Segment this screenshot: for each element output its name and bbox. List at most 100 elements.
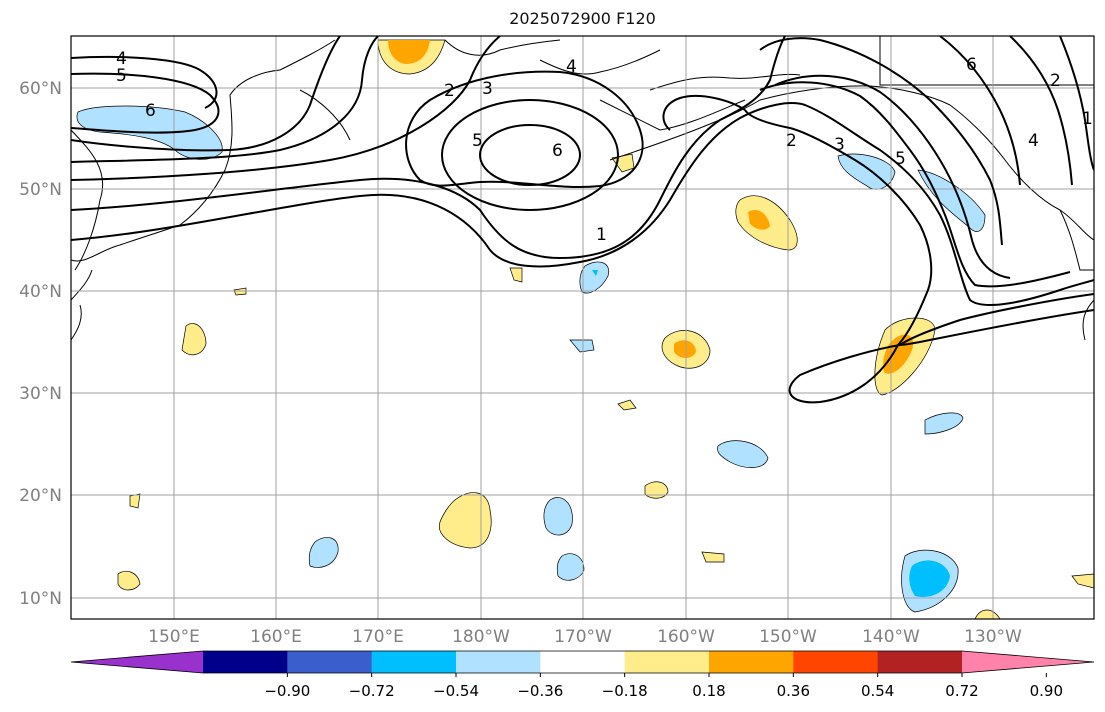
negative-anomaly-area — [579, 261, 610, 294]
contour-line — [899, 293, 1094, 346]
colorbar-tick-label: −0.72 — [349, 682, 395, 700]
contour-label: 1 — [1082, 109, 1093, 129]
strong-negative-anomaly-area — [592, 270, 598, 276]
negative-anomaly-area — [308, 537, 339, 568]
contour-label: 3 — [834, 135, 845, 155]
contour-line — [71, 36, 501, 181]
strong-positive-anomaly-area — [674, 340, 696, 358]
lon-label: 170°E — [352, 627, 404, 647]
lat-label: 30°N — [19, 384, 62, 404]
colorbar-tick-label: 0.36 — [777, 682, 810, 700]
negative-anomaly-area — [917, 169, 986, 232]
contour-line — [939, 36, 1021, 186]
colorbar: −0.90 −0.72 −0.54 −0.36 −0.18 0.18 0.36 0.54 0.7… — [70, 650, 1095, 700]
contour-line — [441, 99, 619, 211]
lon-label: 140°W — [862, 627, 920, 647]
negative-anomaly-area — [543, 497, 573, 536]
lon-label: 130°W — [964, 627, 1022, 647]
negative-anomaly-area — [556, 553, 585, 581]
colorbar-segment — [624, 651, 710, 673]
positive-anomaly-area — [1071, 573, 1094, 589]
contour-label: 3 — [482, 79, 493, 99]
negative-anomaly-area — [569, 339, 595, 353]
lat-label: 60°N — [19, 79, 62, 99]
colorbar-tick-label: −0.54 — [433, 682, 479, 700]
colorbar-segment — [877, 651, 963, 673]
contour-line — [71, 55, 218, 109]
positive-anomaly-area — [438, 492, 492, 549]
contour-line — [405, 70, 644, 188]
positive-anomaly-area — [181, 323, 207, 356]
colorbar-outline — [70, 650, 1095, 674]
contour-label: 6 — [552, 141, 563, 161]
latitude-labels: 60°N 50°N 40°N 30°N 20°N 10°N — [19, 79, 62, 609]
colorbar-segment — [793, 651, 879, 673]
contour-line — [71, 72, 220, 134]
contour-label: 4 — [116, 49, 127, 69]
colorbar-segment — [540, 651, 626, 673]
contour-line — [662, 94, 746, 131]
colorbar-tick-label: 0.90 — [1030, 682, 1063, 700]
strong-positive-anomaly-area — [748, 209, 770, 230]
colorbar-segment — [287, 651, 373, 673]
strong-negative-anomaly-area — [909, 560, 950, 598]
contour-label: 4 — [566, 57, 577, 77]
contour-line — [1009, 36, 1073, 186]
contour-label: 5 — [895, 149, 906, 169]
positive-anomaly-area — [129, 493, 141, 509]
contour-line — [71, 36, 786, 260]
positive-anomaly-area — [117, 570, 141, 591]
contour-label: 5 — [472, 131, 483, 151]
lon-label: 180°W — [452, 627, 510, 647]
contour-line — [788, 344, 901, 404]
positive-anomaly-area — [644, 481, 669, 499]
colorbar-extend-low — [71, 651, 203, 673]
colorbar-segment — [371, 651, 457, 673]
contour-label: 2 — [786, 131, 797, 151]
colorbar-tick-label: 0.54 — [861, 682, 894, 700]
contour-label: 5 — [116, 66, 127, 86]
negative-anomaly-area — [717, 440, 769, 468]
longitude-labels: 150°E 160°E 170°E 180°W 170°W 160°W 150°… — [148, 627, 1022, 647]
lat-label: 50°N — [19, 180, 62, 200]
contour-line — [759, 37, 1003, 246]
contour-line — [1059, 36, 1094, 171]
contour-lines — [71, 36, 1094, 404]
contour-labels: 4 5 6 2 3 4 5 6 1 2 3 5 6 2 4 1 — [116, 49, 1093, 245]
contour-line — [759, 81, 1071, 288]
shaded-anomalies — [76, 39, 1094, 619]
colorbar-segment — [709, 651, 794, 673]
contour-label: 1 — [596, 225, 607, 245]
contour-line — [774, 74, 1011, 279]
lat-label: 40°N — [19, 282, 62, 302]
negative-anomaly-area — [924, 412, 964, 435]
lon-label: 150°E — [148, 627, 200, 647]
contour-label: 6 — [966, 55, 977, 75]
contour-line — [71, 102, 1094, 307]
contour-line — [479, 124, 581, 186]
colorbar-tick-label: −0.90 — [264, 682, 310, 700]
colorbar-extend-high — [962, 651, 1094, 673]
contour-line — [71, 36, 379, 163]
colorbar-tick-label: −0.18 — [602, 682, 648, 700]
positive-anomaly-area — [701, 551, 725, 563]
lat-label: 20°N — [19, 486, 62, 506]
lon-label: 170°W — [554, 627, 612, 647]
lon-label: 160°E — [250, 627, 302, 647]
colorbar-tick-label: 0.18 — [692, 682, 725, 700]
contour-line — [744, 109, 1094, 347]
lat-label: 10°N — [19, 589, 62, 609]
colorbar-tick-label: −0.36 — [517, 682, 563, 700]
lon-label: 150°W — [759, 627, 817, 647]
positive-anomaly-area — [617, 399, 637, 411]
map-title: 2025072900 F120 — [509, 9, 656, 28]
contour-label: 2 — [1050, 71, 1061, 91]
positive-anomaly-area — [509, 267, 523, 283]
contour-line — [71, 36, 341, 152]
contour-label: 2 — [444, 81, 455, 101]
contour-label: 6 — [145, 101, 156, 121]
map-frame — [70, 35, 1095, 620]
colorbar-segment — [456, 651, 541, 673]
